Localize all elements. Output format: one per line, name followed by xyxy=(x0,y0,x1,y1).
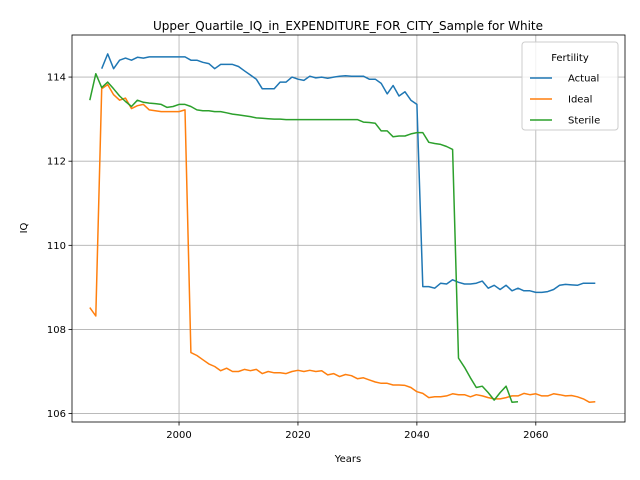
legend: Fertility Actual Ideal Sterile xyxy=(521,41,619,131)
legend-label-sterile: Sterile xyxy=(568,116,600,127)
x-axis-label: Years xyxy=(334,454,361,465)
series-layer xyxy=(89,53,596,403)
y-tick-label: 114 xyxy=(47,73,66,84)
series-line-actual xyxy=(101,53,596,294)
x-tick-label: 2020 xyxy=(285,430,310,441)
chart-title: Upper_Quartile_IQ_in_EXPENDITURE_FOR_CIT… xyxy=(153,19,543,33)
y-tick-label: 110 xyxy=(47,241,66,252)
x-tick-label: 2060 xyxy=(523,430,548,441)
y-axis-label: IQ xyxy=(19,222,30,233)
legend-box xyxy=(521,41,619,131)
legend-label-ideal: Ideal xyxy=(568,95,592,106)
y-tick-label: 108 xyxy=(47,325,66,336)
series-line-sterile xyxy=(89,72,519,403)
series-line-ideal xyxy=(89,83,596,403)
plot-frame xyxy=(71,34,626,423)
y-tick-label: 112 xyxy=(47,157,66,168)
y-axis-ticks: 106 108 110 112 114 xyxy=(47,73,72,420)
legend-title: Fertility xyxy=(551,53,589,64)
x-tick-label: 2000 xyxy=(166,430,191,441)
y-tick-label: 106 xyxy=(47,409,66,420)
legend-items: Actual Ideal Sterile xyxy=(530,74,600,127)
x-axis-ticks: 2000 2020 2040 2060 xyxy=(166,422,549,441)
x-tick-label: 2040 xyxy=(404,430,429,441)
legend-label-actual: Actual xyxy=(568,74,599,85)
